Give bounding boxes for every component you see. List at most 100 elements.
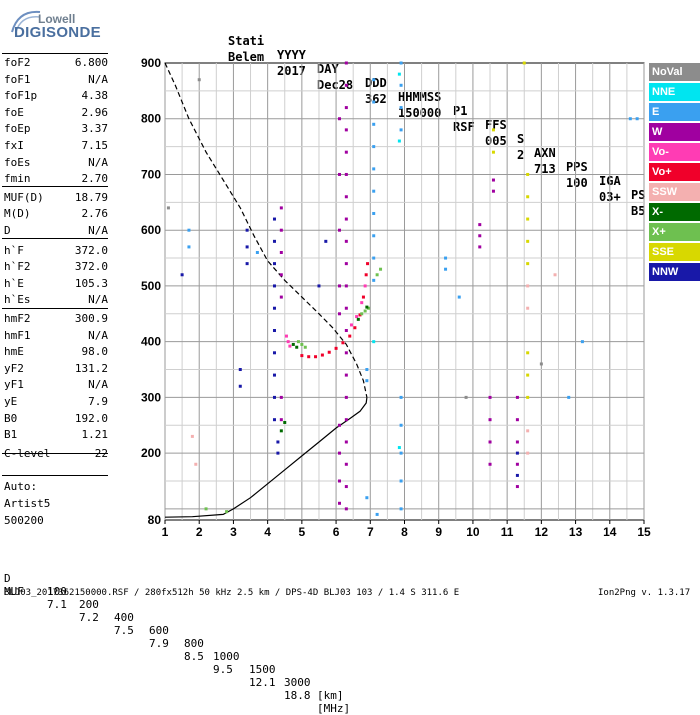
param-name: foF2 — [4, 56, 31, 69]
param-row: foEs N/A — [4, 155, 108, 171]
trace-point — [279, 228, 283, 232]
param-value: 98.0 — [81, 345, 109, 359]
trace-point — [526, 306, 530, 310]
param-name: yE — [4, 395, 18, 408]
y-tick-label: 800 — [141, 112, 161, 126]
param-name: h`F — [4, 243, 24, 257]
trace-point — [344, 83, 348, 87]
trace-point — [272, 306, 276, 310]
trace-point — [365, 379, 369, 383]
trace-point — [488, 440, 492, 444]
trace-point — [238, 384, 242, 388]
trace-point — [286, 340, 290, 344]
trace-point — [344, 150, 348, 154]
trace-point — [288, 344, 292, 348]
trace-point — [291, 342, 295, 346]
trace-point — [365, 368, 369, 372]
param-row: MUF(D) 18.79 — [4, 190, 108, 206]
param-name: foEs — [4, 155, 31, 169]
param-name: hmF2 — [4, 312, 31, 325]
trace-point — [296, 340, 300, 344]
header-value: B5 — [631, 204, 646, 218]
trace-point — [255, 250, 259, 254]
param-name: yF2 — [4, 361, 24, 375]
trace-point — [526, 429, 530, 433]
param-row: foF1 N/A — [4, 72, 108, 88]
trace-point — [307, 355, 311, 359]
trace-point — [279, 250, 283, 254]
param-name: fxI — [4, 139, 24, 152]
trace-point — [279, 206, 283, 210]
trace-point — [399, 128, 403, 132]
header-value: Dec28 — [317, 78, 354, 92]
trace-point — [457, 295, 461, 299]
trace-point — [356, 317, 360, 321]
trace-point — [279, 429, 283, 433]
trace-point — [279, 273, 283, 277]
x-tick-label: 13 — [569, 525, 583, 539]
trace-point — [399, 106, 403, 110]
trace-point — [491, 189, 495, 193]
header-value: 100 — [566, 176, 588, 190]
param-value: N/A — [88, 224, 108, 237]
legend-item: NNE — [649, 83, 700, 101]
y-tick-label: 80 — [148, 513, 162, 527]
trace-point — [272, 217, 276, 221]
trace-point — [337, 172, 341, 176]
trace-point — [365, 496, 369, 500]
param-name: hmE — [4, 345, 24, 359]
legend-item: X+ — [649, 223, 700, 241]
trace-point — [355, 315, 359, 319]
trace-point — [314, 355, 318, 359]
trace-point — [279, 295, 283, 299]
trace-point — [628, 117, 632, 121]
trace-point — [635, 117, 639, 121]
trace-point — [444, 267, 448, 271]
trace-point — [344, 128, 348, 132]
trace-point — [344, 61, 348, 65]
param-value: 18.79 — [74, 190, 108, 204]
trace-point — [180, 273, 184, 277]
muf-value: 8.5 — [184, 650, 204, 663]
param-row: M(D) 2.76 — [4, 206, 108, 222]
param-name: yF1 — [4, 378, 24, 392]
trace-point — [344, 351, 348, 355]
param-row: yF2 131.2 — [4, 361, 108, 377]
param-value: N/A — [88, 72, 108, 86]
param-value: 2.96 — [81, 105, 109, 119]
trace-point — [344, 106, 348, 110]
trace-point — [344, 373, 348, 377]
trace-point — [344, 395, 348, 399]
trace-point — [344, 440, 348, 444]
param-row: B0 192.0 — [4, 411, 108, 427]
param-value: 3.37 — [81, 122, 109, 136]
header-label: S — [517, 132, 525, 146]
distance-value: 1000 — [213, 650, 240, 663]
trace-point — [358, 313, 362, 317]
legend-item: W — [649, 123, 700, 141]
x-tick-label: 5 — [299, 525, 306, 539]
trace-point — [334, 346, 338, 350]
trace-point — [194, 462, 198, 466]
legend-item: SSW — [649, 183, 700, 201]
muf-value: 7.5 — [114, 624, 134, 637]
trace-point — [360, 301, 364, 305]
file-info: BLJ03_2017362150000.RSF / 280fx512h 50 k… — [4, 588, 460, 598]
param-row: foEp 3.37 — [4, 121, 108, 137]
trace-point — [372, 122, 376, 126]
divider — [2, 53, 108, 54]
x-tick-label: 3 — [230, 525, 237, 539]
param-name: D — [4, 224, 11, 237]
header-label: YYYY — [277, 48, 306, 62]
trace-point — [327, 350, 331, 354]
trace-point — [478, 234, 482, 238]
header-label: Stati — [228, 34, 265, 48]
trace-point — [300, 354, 304, 358]
trace-point — [279, 418, 283, 422]
trace-point — [300, 342, 304, 346]
header-value: 713 — [534, 162, 556, 176]
trace-point — [197, 78, 201, 82]
trace-point — [324, 239, 328, 243]
trace-point — [272, 351, 276, 355]
trace-point — [399, 479, 403, 483]
